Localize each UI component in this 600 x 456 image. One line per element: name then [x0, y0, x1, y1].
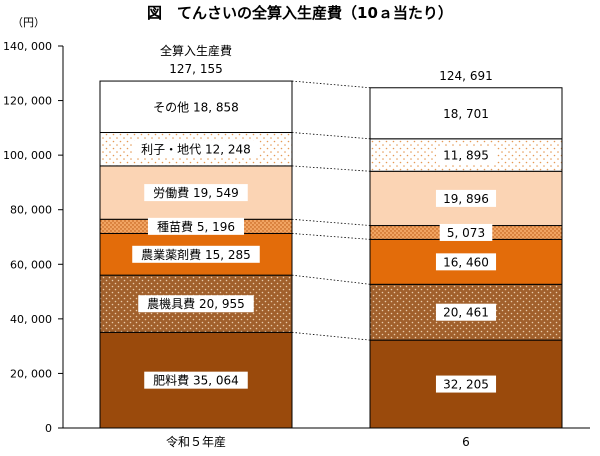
bar-segment-6-0	[99, 80, 293, 134]
x-category-label: 6	[462, 435, 470, 449]
series-value-label: 18, 858	[189, 100, 239, 114]
value-label-box	[435, 375, 497, 393]
value-label: 肥料費 35, 064	[153, 373, 239, 388]
series-name-label: 種苗費	[157, 219, 193, 234]
series-value-label: 18, 701	[443, 107, 489, 121]
series-value-label: 19, 896	[443, 192, 489, 206]
value-label: 5, 073	[447, 226, 485, 240]
y-tick-label: 120, 000	[3, 95, 52, 108]
series-name-label: 肥料費	[153, 373, 189, 388]
series-value-label: 12, 248	[201, 143, 251, 157]
value-label-box	[147, 217, 245, 235]
total-value: 127, 155	[169, 62, 222, 76]
value-label: 18, 701	[443, 107, 489, 121]
series-value-label: 5, 196	[193, 220, 235, 234]
connector-line	[291, 233, 371, 240]
chart-title: 図 てんさいの全算入生産費（10ａ当たり）	[147, 4, 453, 22]
y-axis-unit: （円）	[12, 16, 45, 29]
x-category-label: 令和５年産	[166, 434, 226, 449]
connector-line	[291, 274, 371, 285]
total-labels: 全算入生産費 127, 155 124, 691	[160, 43, 493, 83]
y-tick-label: 0	[45, 422, 52, 435]
total-caption: 全算入生産費	[160, 43, 232, 58]
y-axis-ticks: 0 20, 000 40, 000 60, 000 80, 000 100, 000 120…	[3, 40, 63, 435]
value-label: 16, 460	[443, 255, 489, 269]
value-label: 11, 895	[443, 149, 489, 163]
value-label: 利子・地代 12, 248	[141, 143, 251, 157]
connector-line	[291, 331, 371, 341]
series-value-label: 16, 460	[443, 255, 489, 269]
series-value-label: 20, 461	[443, 306, 489, 320]
series-value-label: 35, 064	[189, 374, 239, 388]
series-value-label: 19, 549	[189, 186, 239, 200]
series-value-label: 32, 205	[443, 378, 489, 392]
value-label-box	[435, 303, 497, 321]
series-name-label: その他	[153, 100, 189, 114]
series-name-label: 利子・地代	[141, 143, 201, 157]
y-tick-label: 80, 000	[10, 204, 52, 217]
y-tick-label: 20, 000	[10, 367, 52, 380]
value-label-box	[435, 189, 497, 207]
value-label-box	[144, 184, 248, 202]
value-label: 20, 461	[443, 306, 489, 320]
value-label: 32, 205	[443, 378, 489, 392]
series-value-label: 5, 073	[447, 226, 485, 240]
value-label: 19, 896	[443, 192, 489, 206]
value-label: 農機具費 20, 955	[147, 296, 245, 311]
connector-line	[291, 165, 371, 172]
value-label: その他 18, 858	[153, 100, 239, 114]
connector-line	[291, 218, 371, 226]
value-label-box	[439, 223, 493, 241]
series-name-label: 農業薬剤費	[141, 247, 201, 262]
y-tick-label: 100, 000	[3, 149, 52, 162]
bar-segment-6-1	[369, 87, 563, 140]
value-label: 農業薬剤費 15, 285	[141, 247, 251, 262]
series-value-label: 11, 895	[443, 149, 489, 163]
value-label-box	[132, 245, 260, 263]
value-labels: 肥料費 35, 064 32, 205 農機具費 20, 955 20, 461 農業薬…	[132, 100, 497, 393]
connector-lines	[291, 80, 371, 341]
connector-line	[291, 132, 371, 140]
series-name-label: 農機具費	[147, 296, 195, 311]
total-value: 124, 691	[439, 69, 492, 83]
series-name-label: 労働費	[153, 185, 189, 200]
y-tick-label: 40, 000	[10, 313, 52, 326]
value-label-box	[435, 253, 497, 271]
series-value-label: 20, 955	[195, 297, 245, 311]
series-value-label: 15, 285	[201, 248, 251, 262]
value-label-box	[132, 140, 260, 158]
value-label-box	[138, 295, 254, 313]
x-axis-labels: 令和５年産 6	[166, 434, 470, 449]
value-label: 種苗費 5, 196	[157, 219, 235, 234]
y-tick-label: 60, 000	[10, 258, 52, 271]
value-label-box	[144, 371, 248, 389]
value-label-box	[435, 146, 497, 164]
value-label: 労働費 19, 549	[153, 185, 239, 200]
connector-line	[291, 80, 371, 89]
y-tick-label: 140, 000	[3, 40, 52, 53]
